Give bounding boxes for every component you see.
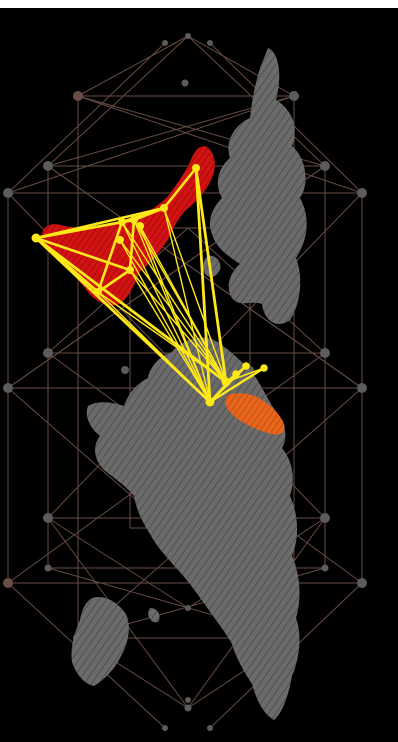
flow-line-0-0	[34, 236, 228, 384]
flow-line-1-1	[97, 291, 211, 403]
flow-node-origin-2	[126, 266, 134, 274]
flow-line-origin-9	[128, 218, 136, 272]
flow-node-extra-1	[260, 364, 268, 372]
flow-lines	[34, 166, 266, 404]
flow-node-origin-5	[160, 204, 168, 212]
flow-line-8-1	[119, 239, 211, 403]
map-canvas[interactable]	[0, 8, 398, 742]
flow-line-6-0	[194, 166, 228, 384]
land-masses	[71, 48, 307, 720]
landmass-small-island	[203, 255, 221, 278]
region-red[interactable]	[42, 146, 215, 306]
region-orange[interactable]	[225, 393, 285, 435]
flow-node-hub-0	[221, 377, 231, 387]
flow-nodes	[31, 164, 268, 407]
flow-line-5-0	[163, 207, 227, 383]
world-map	[0, 8, 398, 742]
flow-line-hub-extra-2	[208, 372, 238, 404]
flow-line-8-0	[119, 239, 227, 383]
flow-node-extra-0	[242, 362, 250, 370]
flow-line-3-0	[121, 221, 227, 383]
flow-line-origin-6	[132, 206, 166, 222]
landmass-isle-3	[186, 568, 199, 585]
landmass-eurasia	[86, 337, 300, 720]
flow-line-hub-extra-1	[208, 366, 266, 404]
landmass-south	[71, 596, 129, 686]
flow-node-origin-7	[136, 222, 144, 230]
flow-line-2-1	[129, 269, 211, 403]
flow-line-origin-4	[34, 236, 132, 272]
flow-line-7-0	[139, 225, 227, 383]
flow-node-hub-1	[205, 397, 215, 407]
flow-node-origin-0	[31, 233, 41, 243]
flow-line-1-0	[97, 291, 227, 383]
flow-node-origin-8	[116, 236, 124, 244]
flow-line-0-1	[34, 236, 212, 404]
flow-line-5-1	[163, 207, 211, 403]
flow-node-origin-4	[130, 216, 138, 224]
flow-line-origin-2	[34, 206, 166, 240]
flow-node-origin-6	[192, 164, 200, 172]
flow-line-origin-7	[162, 166, 198, 210]
landmass-isle-2	[258, 270, 272, 288]
flow-node-extra-2	[232, 370, 240, 378]
landmass-isle-4	[148, 608, 160, 623]
flow-node-origin-1	[94, 288, 102, 296]
flow-line-6-1	[194, 166, 212, 404]
flow-line-3-1	[121, 221, 211, 403]
landmass-north-america	[209, 48, 307, 325]
flow-line-origin-8	[96, 220, 124, 294]
flow-node-origin-3	[118, 218, 126, 226]
